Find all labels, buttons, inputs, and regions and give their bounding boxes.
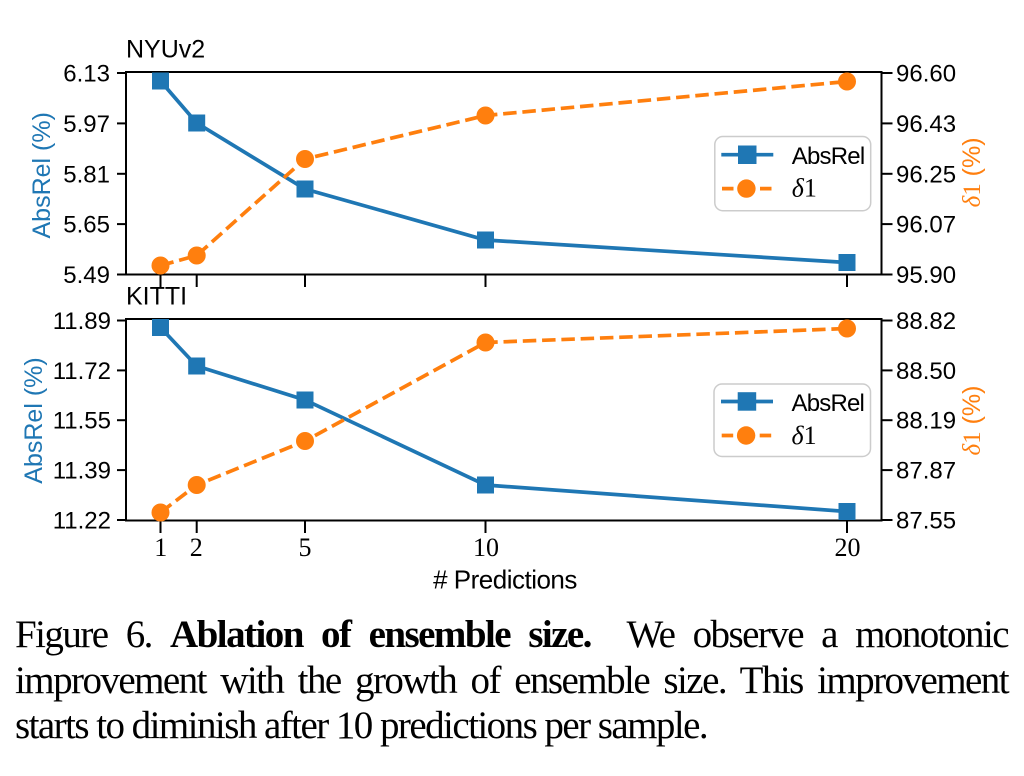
svg-text:AbsRel: AbsRel	[792, 390, 865, 417]
svg-text:AbsRel (%): AbsRel (%)	[20, 357, 48, 483]
svg-text:10: 10	[473, 533, 499, 562]
svg-text:88.19: 88.19	[896, 408, 956, 435]
svg-text:20: 20	[835, 533, 861, 562]
svg-text:5: 5	[299, 533, 312, 562]
svg-text:δ1: δ1	[792, 173, 817, 202]
svg-text:5.49: 5.49	[63, 262, 110, 289]
svg-text:87.87: 87.87	[896, 458, 956, 485]
svg-text:AbsRel: AbsRel	[792, 143, 865, 170]
svg-text:95.90: 95.90	[896, 262, 956, 289]
svg-text:5.65: 5.65	[63, 212, 110, 239]
svg-text:5.81: 5.81	[63, 161, 110, 188]
svg-text:11.72: 11.72	[53, 358, 111, 385]
svg-text:88.50: 88.50	[896, 358, 956, 385]
svg-text:δ1: δ1	[792, 421, 817, 450]
svg-text:96.60: 96.60	[896, 61, 956, 88]
svg-text:96.43: 96.43	[896, 111, 956, 138]
svg-text:88.82: 88.82	[896, 308, 956, 335]
svg-text:96.25: 96.25	[896, 161, 956, 188]
svg-text:2: 2	[190, 533, 203, 562]
svg-text:NYUv2: NYUv2	[126, 36, 205, 64]
svg-text:87.55: 87.55	[896, 508, 956, 535]
svg-text:96.07: 96.07	[896, 212, 956, 239]
svg-text:6.13: 6.13	[63, 61, 110, 88]
svg-text:11.89: 11.89	[53, 308, 111, 335]
svg-text:11.55: 11.55	[53, 408, 111, 435]
svg-text:# Predictions: # Predictions	[433, 564, 577, 594]
svg-text:11.22: 11.22	[53, 508, 111, 535]
svg-text:KITTI: KITTI	[126, 282, 187, 310]
svg-text:1: 1	[154, 533, 167, 562]
svg-text:δ1 (%): δ1 (%)	[958, 137, 986, 207]
svg-text:11.39: 11.39	[53, 458, 111, 485]
svg-text:δ1 (%): δ1 (%)	[958, 386, 986, 456]
svg-text:AbsRel (%): AbsRel (%)	[28, 112, 56, 238]
svg-text:5.97: 5.97	[63, 111, 110, 138]
